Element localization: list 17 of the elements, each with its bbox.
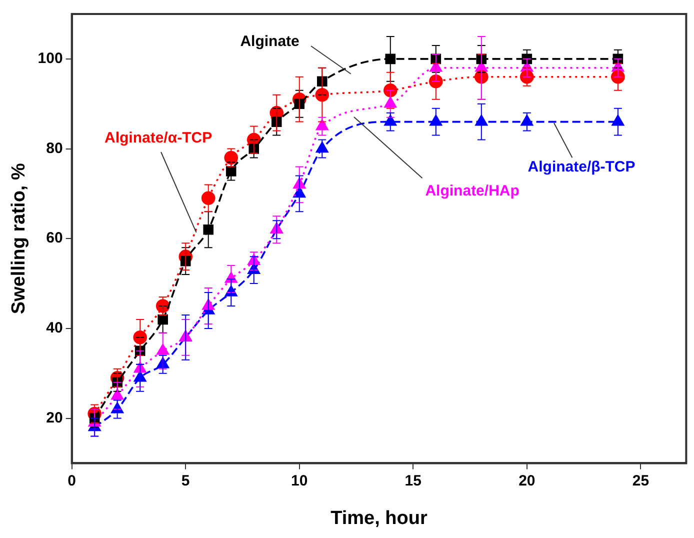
text: Alginate [240,32,300,50]
y-axis-title: Swelling ratio, % [8,163,30,314]
x-tick-label: 0 [68,472,76,490]
y-tick-label: 80 [46,140,63,157]
y-tick-label: 100 [38,50,63,68]
x-tick-label: 5 [181,472,190,490]
x-axis-title: Time, hour [330,508,428,529]
x-tick-label: 10 [291,472,308,490]
x-tick-label: 15 [404,472,422,490]
x-tick-label: 25 [632,472,650,490]
x-tick-label: 20 [518,472,536,490]
text: Alginate/β-TCP [528,158,636,176]
y-tick-label: 60 [46,230,63,247]
y-tick-label: 20 [46,409,63,426]
y-tick-label: 40 [46,320,63,337]
text: Alginate/HAp [425,182,520,200]
series-label: Alginate/α-TCP [104,130,212,147]
